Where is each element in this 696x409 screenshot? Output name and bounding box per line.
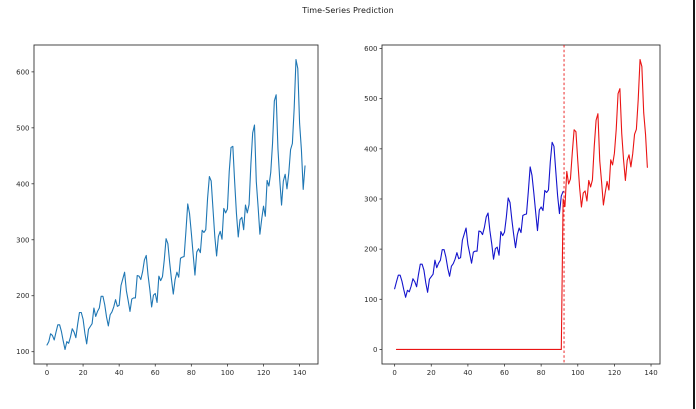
svg-text:100: 100	[364, 296, 377, 304]
svg-text:0: 0	[392, 369, 396, 377]
svg-text:80: 80	[537, 369, 546, 377]
svg-text:140: 140	[293, 369, 306, 377]
svg-text:300: 300	[364, 195, 377, 203]
svg-text:40: 40	[115, 369, 124, 377]
svg-text:20: 20	[427, 369, 436, 377]
svg-text:300: 300	[16, 236, 29, 244]
svg-text:100: 100	[221, 369, 234, 377]
svg-text:200: 200	[364, 246, 377, 254]
prediction-subplot: 0 20 40 60 80 100 120 140 0 100 200 300 400 500 600	[364, 44, 661, 377]
svg-text:500: 500	[364, 95, 377, 103]
svg-text:400: 400	[16, 180, 29, 188]
svg-text:600: 600	[364, 45, 377, 53]
svg-text:40: 40	[463, 369, 472, 377]
svg-text:80: 80	[187, 369, 196, 377]
svg-text:500: 500	[16, 124, 29, 132]
svg-text:60: 60	[500, 369, 509, 377]
svg-text:200: 200	[16, 292, 29, 300]
observed-data-subplot: 0 20 40 60 80 100 120 140 100 200 300 400 500 600	[16, 44, 319, 377]
svg-text:120: 120	[608, 369, 621, 377]
svg-text:100: 100	[571, 369, 584, 377]
svg-text:0: 0	[373, 346, 377, 354]
svg-text:140: 140	[644, 369, 657, 377]
svg-text:120: 120	[257, 369, 270, 377]
svg-text:600: 600	[16, 68, 29, 76]
svg-text:20: 20	[79, 369, 88, 377]
window-edge-border	[693, 0, 695, 409]
svg-text:400: 400	[364, 145, 377, 153]
figure-title: Time-Series Prediction	[302, 6, 394, 15]
svg-text:0: 0	[45, 369, 49, 377]
svg-text:60: 60	[151, 369, 160, 377]
svg-text:100: 100	[16, 348, 29, 356]
